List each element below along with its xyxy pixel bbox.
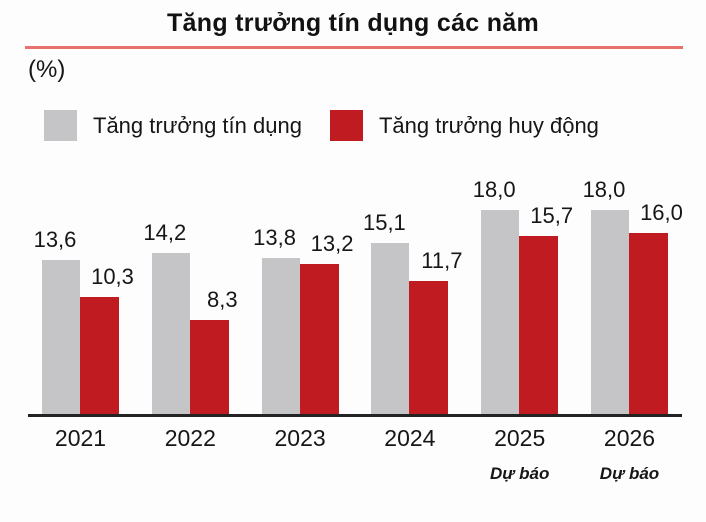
bar-value-credit-2021: 13,6 — [33, 227, 77, 252]
bar-deposit-2025 — [519, 236, 559, 414]
bar-credit-2022 — [151, 253, 190, 414]
x-tick-2026: 2026 — [603, 425, 656, 451]
x-tick-2022: 2022 — [164, 425, 216, 451]
bar-deposit-2026 — [628, 233, 668, 414]
bar-group-2023: 13,8 13,2 2023 — [253, 190, 353, 452]
bars-row: 13,6 10,3 2021 14,2 8,3 2022 13,8 13,2 2023 15,1 1… — [28, 178, 683, 484]
credit-growth-swatch-icon — [44, 110, 77, 141]
bar-deposit-2024 — [409, 281, 449, 414]
legend-label-deposit-growth: Tăng trưởng huy động — [378, 112, 599, 138]
bar-deposit-2022 — [189, 320, 229, 414]
x-tick-2023: 2023 — [274, 425, 326, 451]
legend-item-deposit-growth: Tăng trưởng huy động — [329, 110, 599, 141]
bar-credit-2024 — [371, 243, 410, 414]
bar-group-2022: 14,2 8,3 2022 — [143, 190, 237, 452]
x-tick-2024: 2024 — [384, 425, 436, 451]
bar-deposit-2023 — [299, 264, 339, 414]
bar-value-credit-2022: 14,2 — [143, 220, 187, 245]
x-tick-2021: 2021 — [54, 425, 107, 451]
bar-credit-2025 — [481, 210, 520, 414]
bar-value-credit-2023: 13,8 — [253, 225, 297, 250]
bar-group-2026: 18,0 16,0 2026 Dự báo — [583, 178, 683, 484]
bar-group-2025: 18,0 15,7 2025 Dự báo — [473, 178, 573, 484]
deposit-growth-swatch-icon — [329, 110, 363, 141]
bar-group-2024: 15,1 11,7 2024 — [363, 190, 463, 452]
bar-value-deposit-2023: 13,2 — [310, 231, 354, 256]
legend: Tăng trưởng tín dụng Tăng trưởng huy độn… — [44, 110, 599, 141]
bar-value-deposit-2026: 16,0 — [640, 200, 683, 225]
bar-value-credit-2025: 18,0 — [472, 177, 516, 202]
legend-label-credit-growth: Tăng trưởng tín dụng — [93, 112, 302, 138]
bar-deposit-2021 — [80, 297, 119, 414]
bar-value-credit-2026: 18,0 — [582, 177, 626, 202]
bar-credit-2026 — [590, 210, 629, 414]
title-underline-rule — [25, 46, 683, 49]
x-tick-2025: 2025 — [494, 425, 546, 451]
bar-value-deposit-2021: 10,3 — [91, 264, 134, 289]
bar-value-credit-2024: 15,1 — [362, 210, 406, 235]
bar-credit-2021 — [42, 260, 80, 414]
y-axis-unit-label: (%) — [28, 56, 66, 83]
forecast-note-2025: Dự báo — [490, 464, 550, 483]
forecast-note-2026: Dự báo — [599, 464, 660, 483]
bar-value-deposit-2024: 11,7 — [421, 248, 463, 273]
bar-value-deposit-2022: 8,3 — [207, 287, 238, 312]
bar-value-deposit-2025: 15,7 — [530, 203, 574, 228]
legend-item-credit-growth: Tăng trưởng tín dụng — [44, 110, 302, 141]
bar-group-2021: 13,6 10,3 2021 — [34, 190, 134, 452]
plot-area: 13,6 10,3 2021 14,2 8,3 2022 13,8 13,2 2023 15,1 1… — [28, 178, 683, 484]
chart-title: Tăng trưởng tín dụng các năm — [166, 9, 540, 37]
bar-credit-2023 — [261, 258, 300, 414]
